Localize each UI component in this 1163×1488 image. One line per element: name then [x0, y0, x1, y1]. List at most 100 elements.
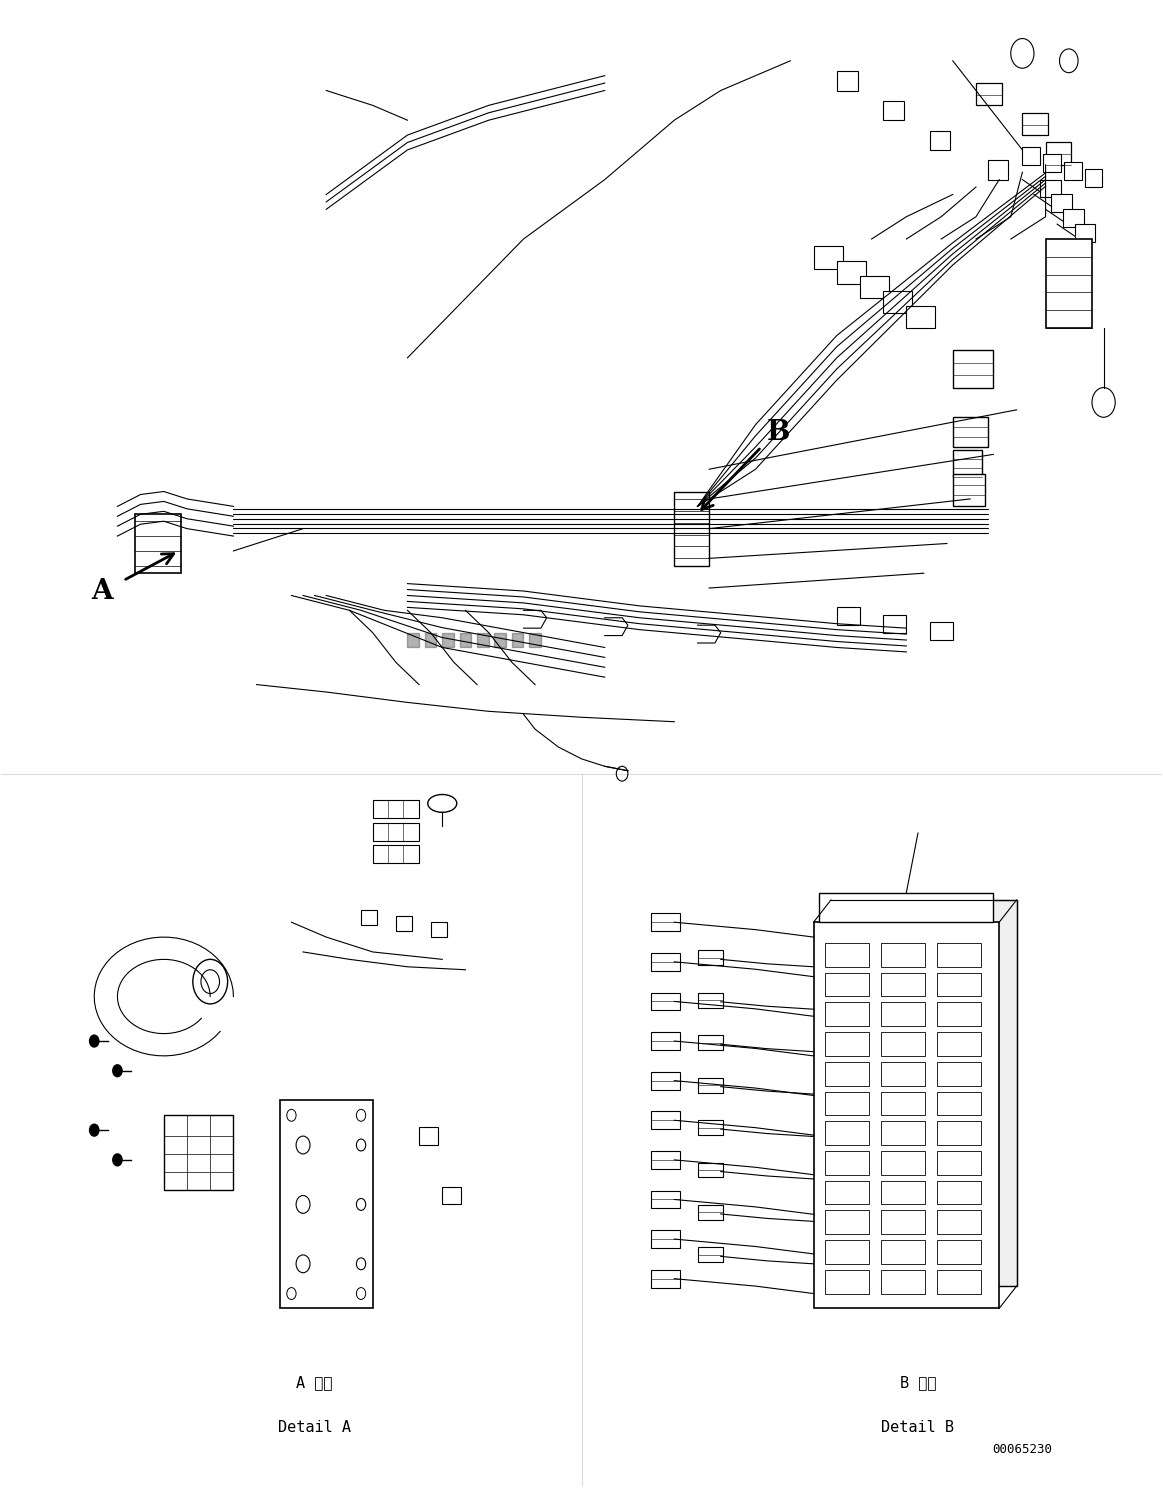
- Ellipse shape: [428, 795, 457, 812]
- Bar: [1046, 143, 1071, 165]
- Bar: [906, 307, 935, 329]
- Bar: [651, 914, 680, 931]
- Bar: [929, 622, 952, 640]
- Bar: [825, 1180, 869, 1204]
- Bar: [825, 1033, 869, 1056]
- Bar: [698, 1247, 723, 1262]
- Bar: [952, 350, 993, 387]
- Bar: [1085, 170, 1103, 187]
- Bar: [1043, 155, 1061, 173]
- Bar: [883, 615, 906, 632]
- Bar: [880, 943, 925, 967]
- Bar: [1046, 240, 1092, 329]
- Bar: [952, 449, 982, 476]
- Bar: [698, 1077, 723, 1092]
- Bar: [825, 1062, 869, 1086]
- Bar: [698, 992, 723, 1007]
- Bar: [987, 161, 1008, 180]
- Bar: [880, 1210, 925, 1234]
- Bar: [442, 1186, 461, 1204]
- Bar: [936, 1210, 980, 1234]
- Bar: [880, 1033, 925, 1056]
- Bar: [814, 247, 842, 269]
- Bar: [1075, 225, 1096, 243]
- Bar: [698, 1162, 723, 1177]
- Bar: [936, 1180, 980, 1204]
- Bar: [1051, 195, 1072, 213]
- Circle shape: [113, 1065, 122, 1077]
- Bar: [675, 491, 709, 565]
- Bar: [651, 1190, 680, 1208]
- Bar: [836, 262, 865, 284]
- Bar: [825, 1210, 869, 1234]
- Bar: [651, 1269, 680, 1287]
- Bar: [976, 83, 1001, 106]
- Bar: [825, 973, 869, 997]
- Bar: [952, 417, 987, 446]
- Bar: [883, 292, 912, 314]
- Bar: [936, 1240, 980, 1263]
- Text: B: B: [768, 418, 791, 445]
- Bar: [880, 1062, 925, 1086]
- Bar: [952, 473, 985, 506]
- Bar: [651, 992, 680, 1010]
- Bar: [825, 1092, 869, 1116]
- Bar: [936, 1150, 980, 1174]
- Bar: [936, 1269, 980, 1293]
- Text: Detail A: Detail A: [278, 1420, 351, 1434]
- Bar: [419, 1128, 437, 1144]
- Bar: [825, 943, 869, 967]
- Bar: [936, 1062, 980, 1086]
- Bar: [936, 1092, 980, 1116]
- Bar: [372, 801, 419, 818]
- Text: A: A: [92, 577, 113, 604]
- Bar: [164, 1116, 234, 1189]
- Bar: [936, 973, 980, 997]
- Bar: [698, 951, 723, 966]
- Bar: [430, 923, 447, 937]
- Bar: [880, 1269, 925, 1293]
- Bar: [825, 1122, 869, 1144]
- Bar: [698, 1036, 723, 1051]
- Bar: [280, 1101, 372, 1308]
- Bar: [880, 1150, 925, 1174]
- Bar: [651, 1112, 680, 1129]
- Circle shape: [90, 1036, 99, 1048]
- Bar: [698, 1205, 723, 1220]
- Text: 00065230: 00065230: [992, 1443, 1053, 1455]
- Bar: [880, 973, 925, 997]
- Bar: [880, 1180, 925, 1204]
- Bar: [825, 1240, 869, 1263]
- Bar: [1022, 147, 1040, 165]
- Bar: [361, 911, 377, 926]
- Bar: [929, 131, 950, 150]
- Bar: [1064, 162, 1082, 180]
- Circle shape: [90, 1125, 99, 1137]
- Bar: [135, 513, 181, 573]
- Bar: [651, 1150, 680, 1168]
- Bar: [1040, 180, 1061, 198]
- Bar: [651, 952, 680, 970]
- Bar: [395, 917, 412, 931]
- Bar: [1063, 210, 1084, 228]
- Bar: [820, 893, 993, 923]
- Bar: [372, 845, 419, 863]
- Text: Detail B: Detail B: [882, 1420, 955, 1434]
- Text: B 詳細: B 詳細: [900, 1375, 936, 1390]
- Bar: [936, 1003, 980, 1027]
- Bar: [936, 943, 980, 967]
- Bar: [825, 1003, 869, 1027]
- Bar: [880, 1240, 925, 1263]
- Bar: [1022, 113, 1048, 135]
- Bar: [936, 1033, 980, 1056]
- Bar: [836, 71, 857, 91]
- Bar: [651, 1071, 680, 1089]
- Bar: [859, 277, 889, 299]
- Bar: [836, 607, 859, 625]
- Bar: [880, 1092, 925, 1116]
- Bar: [698, 1120, 723, 1135]
- Bar: [372, 823, 419, 841]
- Bar: [825, 1150, 869, 1174]
- Bar: [936, 1122, 980, 1144]
- Circle shape: [113, 1153, 122, 1165]
